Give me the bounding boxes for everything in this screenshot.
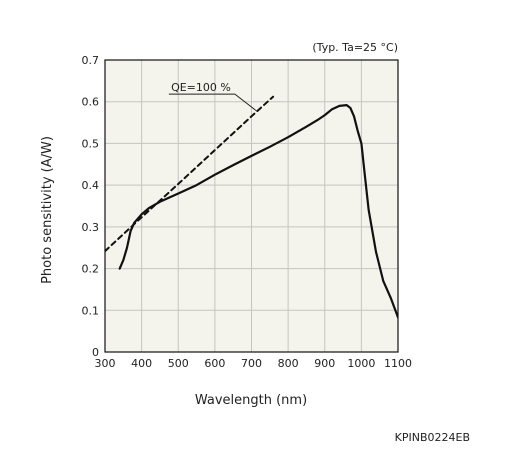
y-tick-label-0: 0 <box>92 346 99 359</box>
x-tick-label-600: 600 <box>204 357 225 370</box>
y-tick-label-0-7: 0.7 <box>82 54 100 67</box>
y-tick-label-0-3: 0.3 <box>82 221 100 234</box>
x-tick-label-1100: 1100 <box>384 357 412 370</box>
y-tick-label-0-1: 0.1 <box>82 304 100 317</box>
x-tick-label-800: 800 <box>278 357 299 370</box>
condition-note: (Typ. Ta=25 °C) <box>312 41 398 54</box>
x-tick-label-900: 900 <box>314 357 335 370</box>
annotation-leader-line <box>168 93 258 112</box>
x-tick-label-1000: 1000 <box>347 357 375 370</box>
figure-code: KPINB0224EB <box>395 431 470 444</box>
photo-sensitivity-curve <box>118 104 398 319</box>
plot-frame <box>104 59 399 353</box>
x-tick-label-400: 400 <box>131 357 152 370</box>
qe-100-dashed-line <box>105 95 275 253</box>
y-tick-label-0-5: 0.5 <box>82 137 100 150</box>
y-axis-label: Photo sensitivity (A/W) <box>40 136 55 284</box>
y-tick-label-0-4: 0.4 <box>82 179 100 192</box>
x-tick-label-700: 700 <box>241 357 262 370</box>
annotation-label: QE=100 % <box>171 81 231 94</box>
x-tick-label-300: 300 <box>95 357 116 370</box>
x-tick-label-500: 500 <box>168 357 189 370</box>
y-tick-label-0-2: 0.2 <box>82 263 100 276</box>
x-axis-label: Wavelength (nm) <box>195 393 307 408</box>
y-tick-label-0-6: 0.6 <box>82 96 100 109</box>
